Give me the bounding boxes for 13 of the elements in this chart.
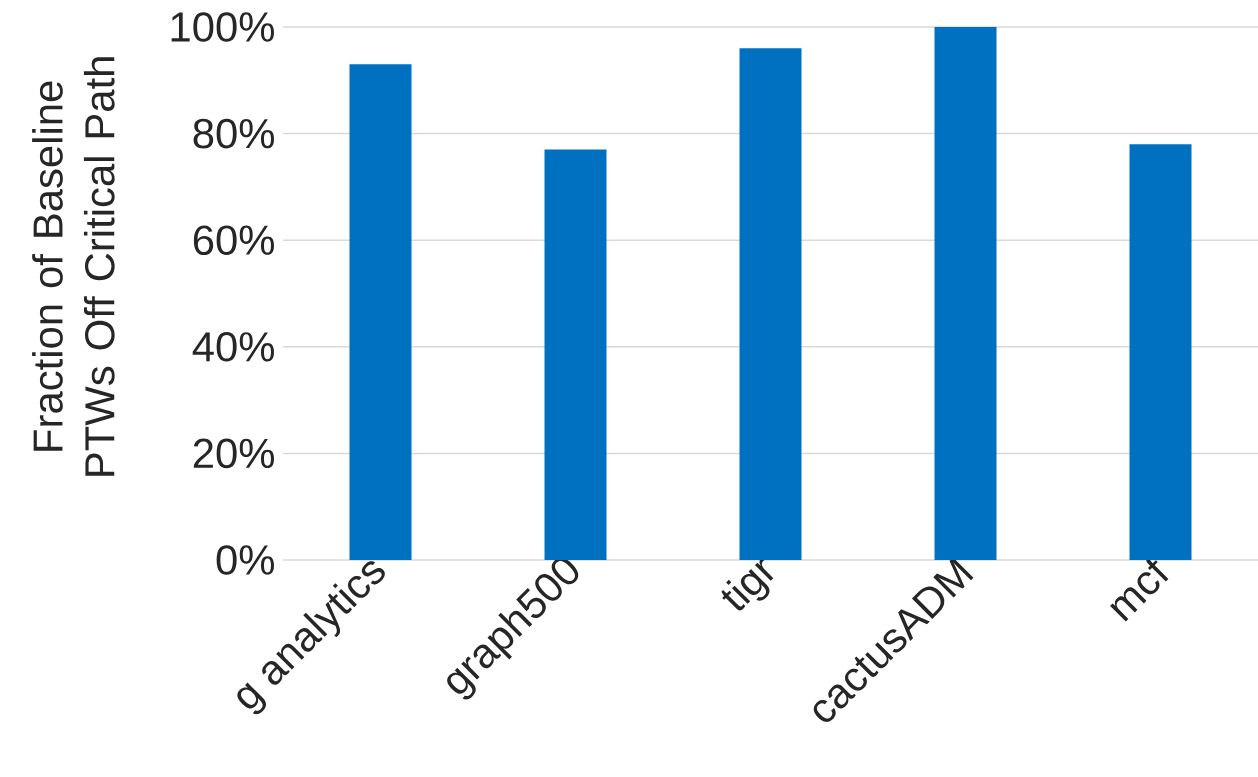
bar <box>1129 144 1192 560</box>
bar <box>739 48 802 560</box>
x-tick-label: tigr <box>721 557 774 611</box>
bar <box>544 149 607 560</box>
y-tick-label: 20% <box>193 438 274 469</box>
y-tick-label: 60% <box>193 225 274 256</box>
x-tick-label: mcf <box>1110 554 1169 622</box>
bar <box>349 64 412 560</box>
bar <box>934 27 997 560</box>
y-axis-title: Fraction of Baseline PTWs Off Critical Path <box>32 57 115 476</box>
y-tick-label: 40% <box>192 331 274 362</box>
y-tick-label: 100% <box>171 12 274 42</box>
y-tick-label: 80% <box>193 118 274 149</box>
